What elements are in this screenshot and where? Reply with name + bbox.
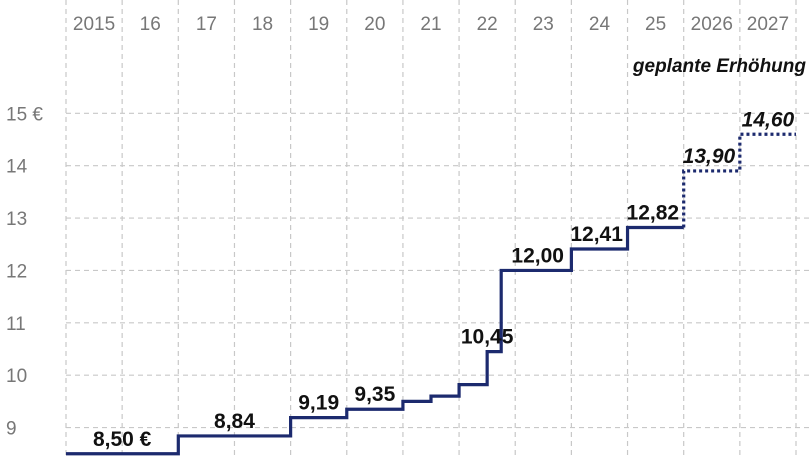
y-tick-label: 12 — [6, 261, 27, 282]
x-tick-label: 19 — [308, 14, 329, 35]
data-label: 14,60 — [742, 108, 795, 131]
x-tick-label: 2027 — [747, 14, 789, 35]
data-label: 13,90 — [683, 145, 736, 168]
x-tick-label: 17 — [196, 14, 217, 35]
data-label: 12,00 — [511, 244, 564, 267]
x-tick-label: 23 — [533, 14, 554, 35]
y-tick-label: 15 € — [6, 104, 43, 125]
y-tick-label: 14 — [6, 157, 28, 178]
x-tick-label: 2015 — [73, 14, 115, 35]
x-tick-label: 18 — [252, 14, 273, 35]
actual-series-line — [66, 225, 684, 456]
x-tick-label: 24 — [589, 14, 611, 35]
x-tick-label: 22 — [477, 14, 498, 35]
data-label: 9,19 — [298, 392, 339, 415]
y-tick-label: 9 — [6, 419, 17, 440]
x-tick-label: 21 — [420, 14, 441, 35]
y-tick-label: 11 — [6, 314, 26, 335]
data-label: 12,41 — [570, 223, 623, 246]
y-axis-tick-labels: 9 10 11 12 13 14 15 € — [6, 104, 43, 439]
x-tick-label: 2026 — [691, 14, 733, 35]
data-label: 12,82 — [627, 202, 680, 225]
x-tick-label: 25 — [645, 14, 666, 35]
planned-increase-annotation: geplante Erhöhung — [632, 56, 807, 77]
series-lines — [66, 132, 796, 456]
grid — [65, 0, 812, 459]
y-tick-label: 13 — [6, 209, 27, 230]
data-label: 8,84 — [214, 410, 255, 433]
planned-series-line — [682, 132, 796, 228]
data-label: 9,35 — [354, 383, 395, 406]
x-tick-label: 20 — [364, 14, 385, 35]
x-axis-tick-labels: 2015 16 17 18 19 20 21 22 23 24 25 2026 2027 — [73, 14, 789, 35]
data-label: 8,50 € — [93, 428, 152, 451]
y-tick-label: 10 — [6, 366, 27, 387]
data-label: 10,45 — [461, 326, 514, 349]
x-tick-label: 16 — [140, 14, 161, 35]
